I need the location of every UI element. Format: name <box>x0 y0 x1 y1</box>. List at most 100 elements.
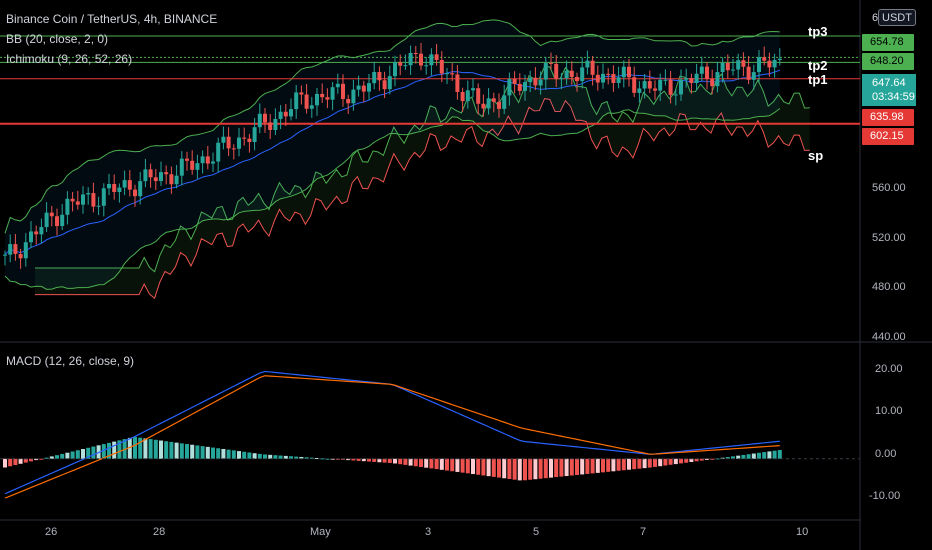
macd-histogram-bar <box>481 458 486 476</box>
macd-histogram-bar <box>616 458 621 471</box>
macd-histogram-bar <box>283 455 288 459</box>
macd-histogram-bar <box>559 458 564 477</box>
macd-histogram-bar <box>585 458 590 474</box>
macd-histogram-bar <box>413 458 418 467</box>
candle-body <box>465 90 470 102</box>
candle-body <box>611 73 616 84</box>
candle-body <box>413 52 418 54</box>
candle-body <box>679 79 683 95</box>
macd-histogram-bar <box>637 458 642 469</box>
macd-tick-0: 0.00 <box>875 448 897 460</box>
candle-body <box>471 88 475 91</box>
macd-histogram-bar <box>512 458 517 480</box>
ichimoku-indicator-label[interactable]: Ichimoku (9, 26, 52, 26) <box>6 52 133 66</box>
macd-histogram-bar <box>34 458 39 461</box>
candle-body <box>762 57 767 61</box>
countdown-timer: 03:34:59 <box>872 91 915 103</box>
macd-indicator-label[interactable]: MACD (12, 26, close, 9) <box>6 354 135 368</box>
candle-body <box>658 79 663 91</box>
candle-body <box>393 62 397 77</box>
macd-histogram-bar <box>320 458 325 460</box>
macd-histogram-bar <box>419 458 423 468</box>
macd-histogram-bar <box>3 458 7 468</box>
candle-body <box>216 142 221 162</box>
macd-histogram-bar <box>138 437 143 459</box>
macd-histogram-bar <box>294 456 299 459</box>
candle-body <box>757 57 761 73</box>
macd-histogram-bar <box>107 442 111 459</box>
candle-body <box>772 59 777 68</box>
macd-histogram-bar <box>304 457 309 459</box>
macd-histogram-bar <box>341 458 345 460</box>
macd-histogram-bar <box>767 451 772 459</box>
macd-histogram-bar <box>195 445 200 459</box>
x-label-10: 10 <box>796 526 809 538</box>
candle-body <box>283 111 288 117</box>
macd-histogram-bar <box>65 452 70 459</box>
candle-body <box>29 231 33 243</box>
bb-indicator-label[interactable]: BB (20, close, 2, 0) <box>6 32 109 46</box>
candle-body <box>637 88 642 93</box>
candle-body <box>179 158 184 176</box>
candle-body <box>8 244 13 255</box>
macd-histogram-bar <box>205 446 210 459</box>
candle-body <box>372 72 377 84</box>
macd-histogram-bar <box>315 458 319 460</box>
candle-body <box>81 194 85 205</box>
macd-histogram-bar <box>606 458 611 472</box>
macd-histogram-bar <box>517 458 522 481</box>
candle-body <box>75 201 80 205</box>
candle-body <box>543 62 548 80</box>
candle-body <box>424 65 429 67</box>
price-tick-440: 440.00 <box>872 331 906 343</box>
macd-histogram-bar <box>247 452 252 459</box>
candle-body <box>569 70 574 77</box>
macd-histogram-bar <box>273 455 278 459</box>
macd-histogram-bar <box>762 452 767 459</box>
macd-histogram-bar <box>91 446 96 459</box>
candle-body <box>632 77 637 93</box>
macd-histogram-bar <box>75 450 80 459</box>
candle-body <box>606 73 611 75</box>
macd-histogram-bar <box>112 441 117 459</box>
candle-body <box>476 88 481 104</box>
macd-histogram-bar <box>679 458 683 464</box>
macd-histogram-bar <box>13 458 18 466</box>
tenkan-line <box>4 69 780 256</box>
price-tag-648: 648.20 <box>862 53 914 70</box>
candle-body <box>335 83 340 88</box>
tp3-label: tp3 <box>808 24 828 39</box>
macd-histogram-bar <box>70 451 75 459</box>
candle-body <box>481 103 486 109</box>
bollinger-fill <box>5 19 780 290</box>
candle-body <box>138 181 143 197</box>
candle-body <box>673 94 678 96</box>
candle-body <box>731 69 735 71</box>
candle-body <box>143 169 148 182</box>
symbol-title[interactable]: Binance Coin / TetherUS, 4h, BINANCE <box>6 12 218 26</box>
candle-body <box>653 88 657 91</box>
macd-histogram-bar <box>398 458 403 465</box>
currency-button[interactable]: USDT <box>878 9 916 26</box>
macd-histogram-bar <box>575 458 579 475</box>
bollinger-lower <box>4 108 781 290</box>
macd-histogram-bar <box>377 458 382 463</box>
macd-histogram-bar <box>29 458 33 462</box>
candle-body <box>3 254 7 256</box>
tp2-label: tp2 <box>808 58 828 73</box>
macd-histogram-bar <box>497 458 501 478</box>
tp1-label: tp1 <box>808 72 828 87</box>
candle-body <box>13 244 18 254</box>
macd-histogram-bar <box>647 458 652 468</box>
price-tag-635: 635.98 <box>862 109 914 126</box>
candle-body <box>211 161 215 164</box>
macd-histogram-bar <box>699 458 704 461</box>
candle-body <box>18 253 23 259</box>
macd-histogram-bar <box>725 457 730 459</box>
candle-body <box>382 80 387 90</box>
candle-body <box>377 72 382 81</box>
x-label-7: 7 <box>640 526 647 538</box>
macd-histogram-bar <box>18 458 23 464</box>
macd-histogram-bar <box>268 454 273 459</box>
